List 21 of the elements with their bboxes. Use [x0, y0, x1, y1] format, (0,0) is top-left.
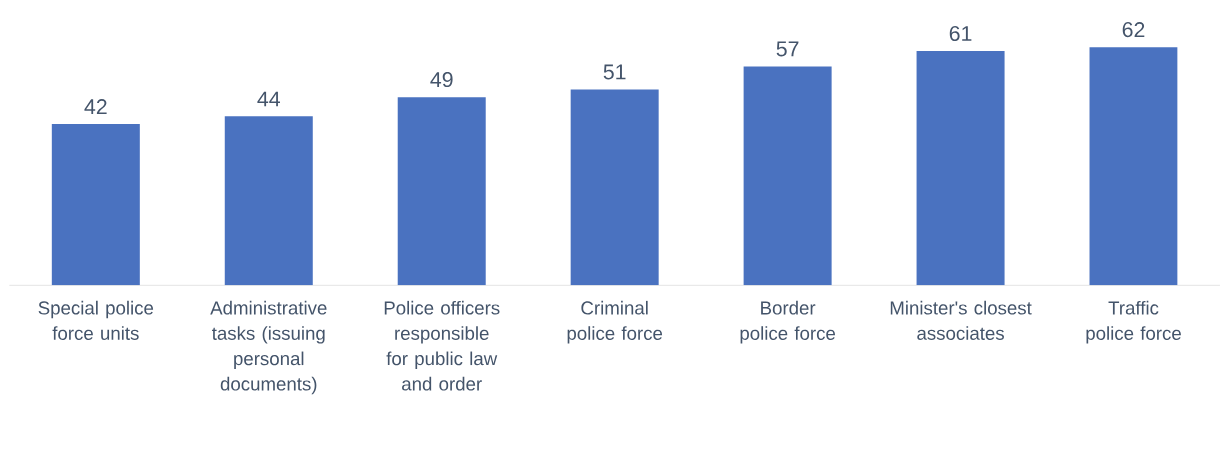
x-tick-label: Police officers responsible for public law and order — [384, 300, 500, 391]
bar — [51, 124, 140, 286]
data-label: 49 — [430, 72, 453, 88]
bar — [397, 97, 486, 286]
bar — [224, 116, 313, 286]
bar — [1089, 47, 1178, 286]
x-tick-label: Minister's closest associates — [890, 300, 1032, 340]
x-tick-label: Administrative tasks (issuing personal documents) — [210, 300, 327, 395]
data-label: 62 — [1122, 22, 1145, 38]
x-tick-label: Criminal police force — [567, 300, 663, 344]
x-tick-label: Border police force — [740, 300, 836, 344]
data-label: 57 — [776, 41, 799, 57]
data-label: 61 — [949, 25, 972, 42]
data-label: 42 — [84, 99, 107, 114]
x-tick-label: Special police force units — [38, 300, 154, 340]
data-label: 44 — [257, 91, 280, 107]
bar — [916, 51, 1005, 286]
bar — [570, 89, 659, 286]
data-label: 51 — [603, 64, 626, 80]
bar — [743, 66, 832, 286]
x-tick-label: Traffic police force — [1086, 300, 1181, 344]
